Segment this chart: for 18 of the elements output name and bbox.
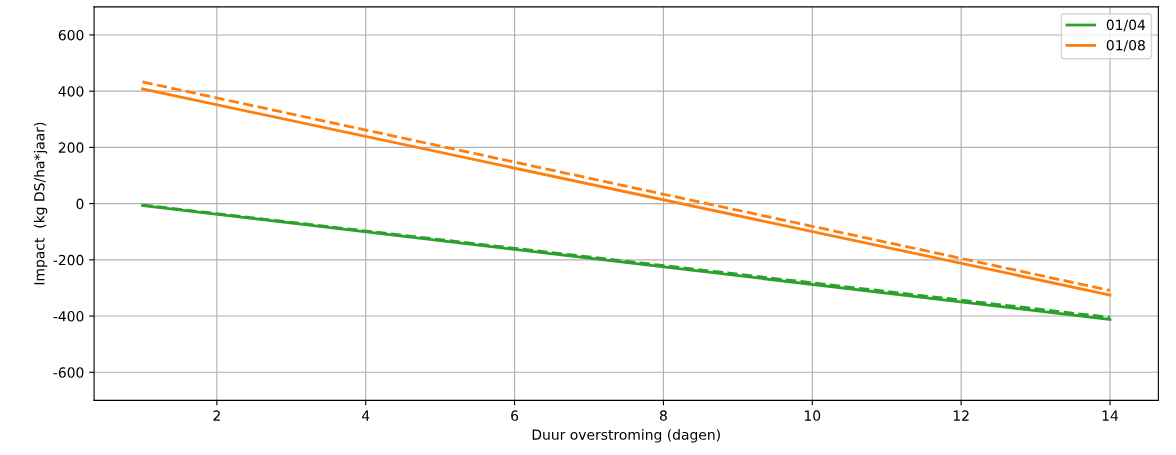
x-tick-label: 4 bbox=[361, 410, 370, 421]
y-tick-label: -200 bbox=[53, 254, 84, 266]
y-tick-label: 0 bbox=[76, 198, 84, 210]
x-tick-label: 14 bbox=[1102, 410, 1119, 421]
x-tick-label: 6 bbox=[511, 410, 519, 421]
x-tick-label: 2 bbox=[213, 410, 220, 421]
y-tick-label: 200 bbox=[58, 142, 84, 153]
x-tick-label: 12 bbox=[953, 410, 969, 421]
y-tick-label: -600 bbox=[53, 367, 84, 378]
x-axis-title: Duur overstroming (dagen) bbox=[532, 429, 720, 443]
legend-label: 01/04 bbox=[1106, 19, 1146, 32]
x-tick-label: 10 bbox=[804, 410, 821, 421]
legend-label: 01/08 bbox=[1106, 39, 1145, 52]
y-tick-label: 400 bbox=[58, 86, 84, 97]
y-tick-label: -400 bbox=[53, 311, 84, 322]
x-tick-label: 8 bbox=[659, 410, 667, 421]
y-tick-label: 600 bbox=[58, 29, 84, 41]
y-axis-title: Impact (kg DS/ha*jaar) bbox=[33, 122, 48, 285]
